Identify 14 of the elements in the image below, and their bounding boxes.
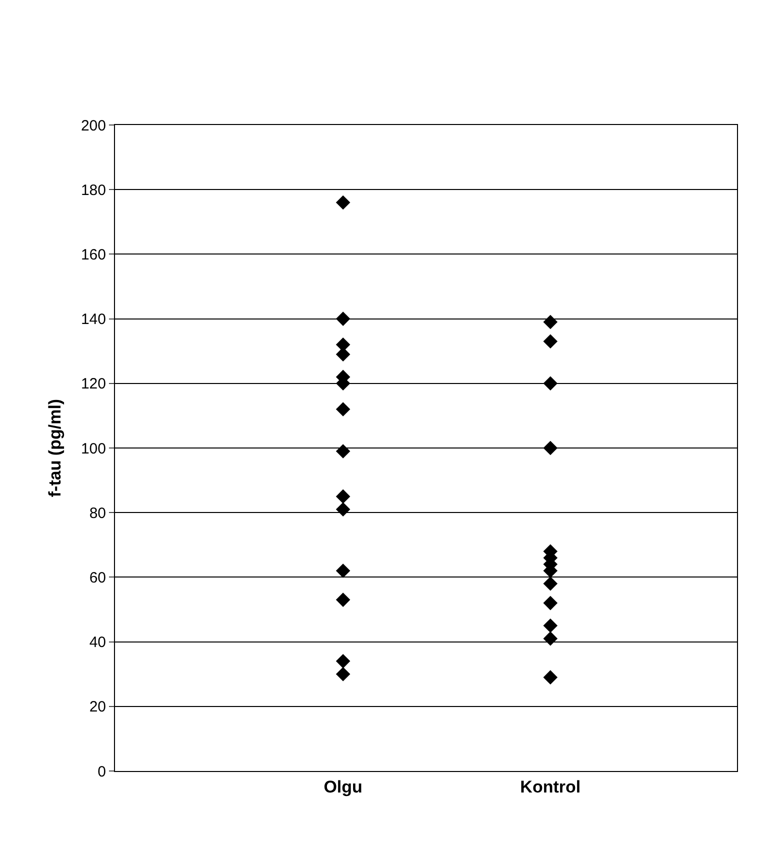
x-tick-label: Kontrol: [520, 777, 581, 796]
y-tick-label: 200: [80, 117, 106, 134]
y-tick-label: 120: [80, 376, 106, 393]
y-tick-label: 100: [80, 440, 106, 458]
y-tick-label: 0: [98, 763, 106, 780]
y-tick-label: 160: [80, 246, 106, 264]
y-tick-label: 40: [89, 634, 106, 652]
y-tick-label: 180: [80, 182, 106, 199]
x-tick-label: Olgu: [324, 777, 362, 796]
y-tick-label: 140: [80, 311, 106, 328]
y-tick-label: 80: [89, 504, 106, 522]
y-tick-label: 60: [89, 569, 106, 586]
y-axis-title: f-tau (pg/ml): [46, 398, 65, 498]
y-tick-label: 20: [89, 698, 106, 716]
